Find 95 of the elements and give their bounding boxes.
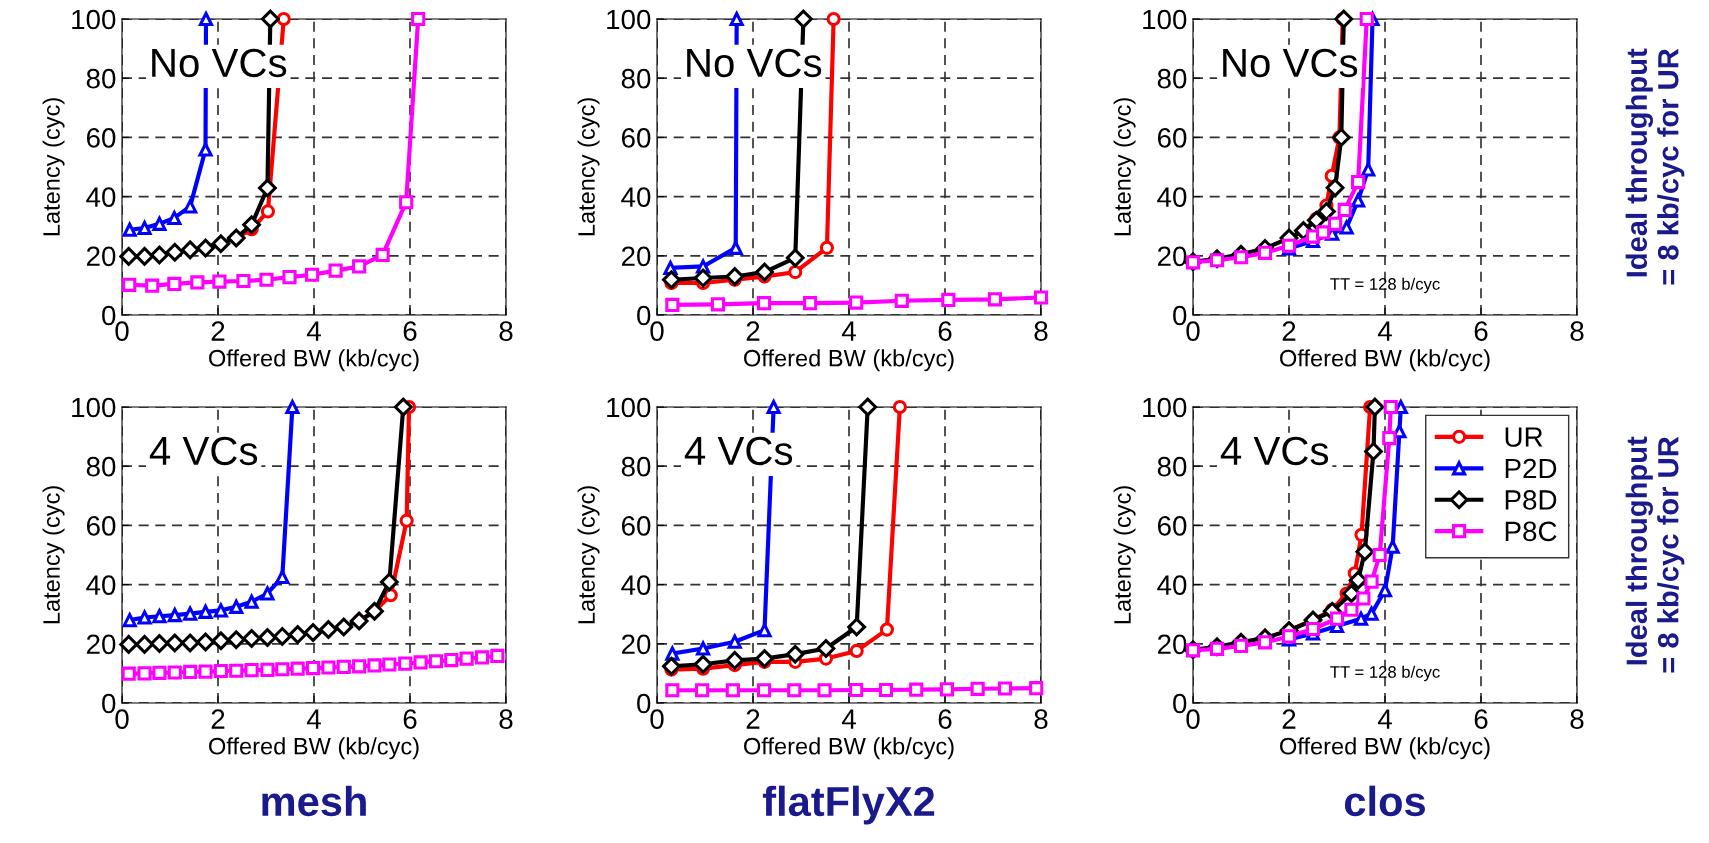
legend-label: P2D [1505,458,1557,479]
legend-label: P8C [1505,521,1557,542]
y-tick-label: 0 [637,305,651,326]
x-tick-label: 6 [938,709,952,729]
x-tick-label: 6 [403,709,417,729]
x-tick-label: 0 [115,709,129,729]
y-tick-label: 80 [621,456,651,477]
y2-axis-title: Ideal throughput = 8 kb/cyc for UR [1625,436,1685,673]
y-tick-label: 40 [1157,575,1187,595]
x-axis-title: Offered BW (kb/cyc) [209,349,419,372]
x-tick-label: 6 [938,321,952,341]
y-tick-label: 20 [86,634,116,655]
x-tick-label: 8 [1570,709,1584,729]
y-tick-label: 100 [72,397,116,418]
text: clos [1344,785,1425,817]
x-tick-label: 0 [650,321,664,341]
y-tick-label: 60 [621,128,651,148]
y-tick-label: 40 [1157,187,1187,207]
y-tick-label: 80 [621,68,651,89]
x-tick-label: 4 [1377,321,1392,341]
y-tick-label: 80 [1157,456,1187,477]
annotation: TT = 128 b/cyc [1330,277,1440,294]
x-tick-label: 8 [1034,709,1048,729]
x-tick-label: 2 [1282,321,1296,341]
x-tick-label: 6 [1474,709,1488,729]
y-tick-label: 80 [86,456,116,477]
y-axis-title: Latency (cyc) [1113,98,1136,236]
x-tick-label: 0 [1186,709,1200,729]
y-tick-label: 40 [621,187,651,207]
x-tick-label: 2 [746,709,760,729]
x-tick-label: 2 [211,321,225,341]
y-tick-label: 0 [102,305,116,326]
y-tick-label: 0 [102,693,116,714]
y-axis-title: Latency (cyc) [577,98,600,236]
annotation: 4 VCs [1220,436,1329,466]
y-axis-title: Latency (cyc) [42,486,65,624]
x-tick-label: 2 [746,321,760,341]
annotation: 4 VCs [149,436,258,466]
y-tick-label: 80 [1157,68,1187,89]
x-axis-title: Offered BW (kb/cyc) [744,737,954,760]
x-tick-label: 8 [499,321,513,341]
y2-axis-title: Ideal throughput = 8 kb/cyc for UR [1625,48,1685,285]
x-tick-label: 4 [306,321,321,341]
x-tick-label: 0 [1186,321,1200,341]
x-axis-title: Offered BW (kb/cyc) [209,737,419,760]
y-tick-label: 60 [1157,128,1187,148]
x-tick-label: 0 [115,321,129,341]
y-tick-label: 100 [72,9,116,30]
y-tick-label: 40 [621,575,651,595]
x-tick-label: 2 [1282,709,1296,729]
x-tick-label: 2 [211,709,225,729]
y-tick-label: 60 [621,516,651,536]
x-tick-label: 4 [841,709,856,729]
y-tick-label: 40 [86,187,116,207]
x-tick-label: 8 [499,709,513,729]
y-tick-label: 80 [86,68,116,89]
x-axis-title: Offered BW (kb/cyc) [1280,737,1490,760]
annotation: No VCs [152,48,287,78]
y-tick-label: 20 [621,246,651,267]
annotation: No VCs [687,48,822,78]
y-axis-title: Latency (cyc) [1113,486,1136,624]
y-tick-label: 100 [1143,397,1187,418]
x-tick-label: 4 [841,321,856,341]
legend-label: UR [1505,427,1543,447]
x-axis-title: Offered BW (kb/cyc) [744,349,954,372]
y-tick-label: 100 [1143,9,1187,30]
annotation: TT = 128 b/cyc [1330,665,1440,682]
y-tick-label: 0 [1173,693,1187,714]
annotation: 4 VCs [684,436,793,466]
y-axis-title: Latency (cyc) [577,486,600,624]
text: flatFlyX2 [762,785,935,825]
y-tick-label: 100 [607,9,651,30]
y-tick-label: 60 [86,516,116,536]
x-tick-label: 4 [1377,709,1392,729]
y-tick-label: 0 [637,693,651,714]
y-tick-label: 20 [86,246,116,267]
y-tick-label: 20 [1157,246,1187,267]
x-tick-label: 8 [1034,321,1048,341]
y-tick-label: 20 [1157,634,1187,655]
text: mesh [262,785,366,817]
y-tick-label: 0 [1173,305,1187,326]
y-tick-label: 60 [86,128,116,148]
x-tick-label: 4 [306,709,321,729]
y-tick-label: 60 [1157,516,1187,536]
x-tick-label: 6 [403,321,417,341]
y-axis-title: Latency (cyc) [42,98,65,236]
y-tick-label: 40 [86,575,116,595]
x-tick-label: 8 [1570,321,1584,341]
annotation: No VCs [1223,48,1358,78]
y-tick-label: 100 [607,397,651,418]
x-axis-title: Offered BW (kb/cyc) [1280,349,1490,372]
legend-label: P8D [1505,490,1557,510]
y-tick-label: 20 [621,634,651,655]
x-tick-label: 0 [650,709,664,729]
x-tick-label: 6 [1474,321,1488,341]
